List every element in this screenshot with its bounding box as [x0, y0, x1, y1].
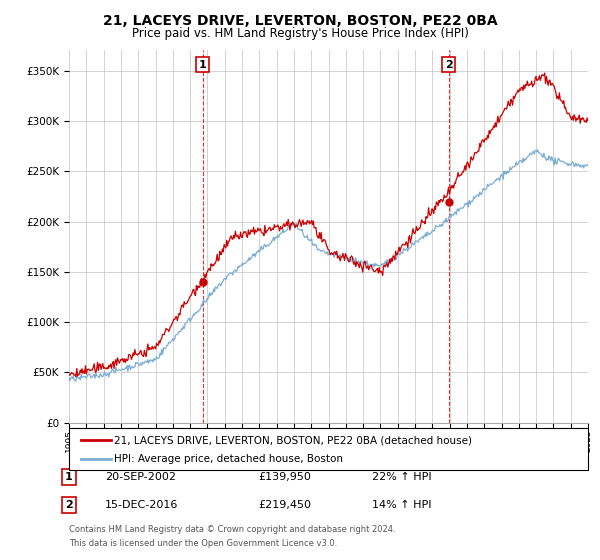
Text: Price paid vs. HM Land Registry's House Price Index (HPI): Price paid vs. HM Land Registry's House …	[131, 27, 469, 40]
Text: HPI: Average price, detached house, Boston: HPI: Average price, detached house, Bost…	[114, 454, 343, 464]
Text: 22% ↑ HPI: 22% ↑ HPI	[372, 472, 431, 482]
Text: 21, LACEYS DRIVE, LEVERTON, BOSTON, PE22 0BA (detached house): 21, LACEYS DRIVE, LEVERTON, BOSTON, PE22…	[114, 435, 472, 445]
Text: 2: 2	[65, 500, 73, 510]
Text: 14% ↑ HPI: 14% ↑ HPI	[372, 500, 431, 510]
Text: £219,450: £219,450	[258, 500, 311, 510]
Text: 20-SEP-2002: 20-SEP-2002	[105, 472, 176, 482]
Text: 2: 2	[445, 60, 452, 69]
Text: 1: 1	[65, 472, 73, 482]
Text: 21, LACEYS DRIVE, LEVERTON, BOSTON, PE22 0BA: 21, LACEYS DRIVE, LEVERTON, BOSTON, PE22…	[103, 14, 497, 28]
Text: This data is licensed under the Open Government Licence v3.0.: This data is licensed under the Open Gov…	[69, 539, 337, 548]
Text: Contains HM Land Registry data © Crown copyright and database right 2024.: Contains HM Land Registry data © Crown c…	[69, 525, 395, 534]
Text: 1: 1	[199, 60, 206, 69]
Text: 15-DEC-2016: 15-DEC-2016	[105, 500, 178, 510]
Text: £139,950: £139,950	[258, 472, 311, 482]
